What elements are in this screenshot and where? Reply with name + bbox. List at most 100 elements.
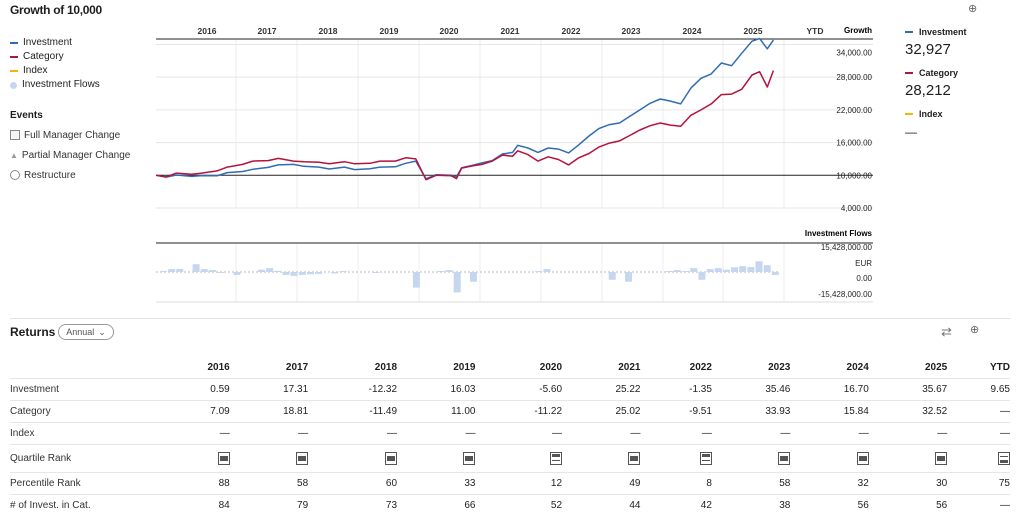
year-label: 2016 [198,26,217,36]
event-label: Partial Manager Change [21,149,131,161]
table-cell: 60 [308,472,398,495]
table-cell: 84 [160,494,230,516]
column-header[interactable]: 2016 [207,361,230,373]
table-cell: -12.32 [308,378,398,401]
y-tick-label: 10,000.00 [836,171,872,180]
table-row: Investment 0.59 17.31 -12.32 16.03 -5.60 25.22… [10,378,1010,401]
event-full-manager-change[interactable]: Full Manager Change [10,125,130,145]
table-row: Percentile Rank 88 58 60 33 12 49 8 58 32 30 75 [10,472,1010,495]
year-label: 2020 [440,26,459,36]
label-text: Index [919,109,943,119]
table-cell: 52 [475,494,563,516]
quartile-cell [475,444,563,473]
column-header[interactable]: YTD [990,361,1010,373]
table-cell: -5.60 [475,378,563,401]
column-header[interactable]: 2020 [539,361,563,373]
table-cell: -9.51 [640,400,712,423]
table-cell: -1.35 [640,378,712,401]
expand-icon[interactable]: ⊕ [970,324,980,336]
expand-icon[interactable]: ⊕ [968,3,978,15]
table-cell: 15.84 [790,400,869,423]
value-panel: Investment 32,927 Category 28,212 Index … [905,27,1015,149]
table-cell: 56 [790,494,869,516]
column-header[interactable]: 2019 [453,361,476,373]
year-label: 2018 [319,26,338,36]
legend-item-investment-flows[interactable]: Investment Flows [10,78,100,92]
flow-bar [339,271,347,272]
y-tick-label: 22,000.00 [836,106,872,115]
row-label: Quartile Rank [10,444,160,473]
table-cell: 7.09 [160,400,230,423]
swap-icon[interactable]: ⇄ [941,324,952,339]
year-label: 2022 [562,26,581,36]
category-line-icon [905,72,913,74]
flow-bar [453,272,461,293]
row-label: Percentile Rank [10,472,160,495]
quartile-cell [640,444,712,473]
table-cell: — [640,422,712,445]
event-restructure[interactable]: Restructure [10,165,130,185]
quartile-cell [562,444,641,473]
flow-bar [298,272,306,275]
flow-bar [176,268,184,272]
column-header[interactable]: 2024 [846,361,869,373]
table-row: Index — — — — — — — — — — — [10,422,1010,445]
quartile-rank-icon [296,452,309,465]
table-cell: 58 [711,472,791,495]
quartile-rank-icon [699,452,712,465]
period-label: Annual [66,327,95,337]
legend-label: Category [23,51,64,62]
divider [10,318,1010,319]
table-cell: — [868,422,948,445]
flow-bar [192,264,200,272]
y-tick-label: 16,000.00 [836,139,872,148]
flows-y-tick-label: EUR [855,259,872,268]
flows-dot-icon [10,81,17,89]
table-cell: — [229,422,309,445]
flow-bar [755,261,763,272]
quartile-rank-icon [998,452,1010,465]
column-header[interactable]: 2017 [285,361,309,373]
flow-bar [682,271,690,272]
category-value: 28,212 [905,82,951,99]
growth-axis-label: Growth [844,26,872,35]
series-line-category [155,70,775,181]
year-label: 2019 [380,26,399,36]
index-line-icon [10,70,18,72]
flow-bar [698,272,706,280]
table-cell: 66 [397,494,476,516]
chevron-down-icon: ⌄ [98,326,106,337]
legend-item-index[interactable]: Index [10,64,100,78]
flows-y-tick-label: -15,428,000.00 [818,290,872,299]
table-cell: — [562,422,641,445]
flow-bar [217,272,225,273]
table-cell: 0.59 [160,378,230,401]
flow-bar [257,269,265,272]
table-cell: 42 [640,494,712,516]
table-cell: 8 [640,472,712,495]
table-cell: 75 [947,472,1010,495]
quartile-rank-icon [856,452,869,465]
table-cell: 73 [308,494,398,516]
table-cell: — [947,400,1010,423]
legend-item-category[interactable]: Category [10,50,100,64]
period-dropdown[interactable]: Annual ⌄ [58,324,114,340]
investment-value: 32,927 [905,41,951,58]
quartile-cell [160,444,230,473]
event-partial-manager-change[interactable]: ▲ Partial Manager Change [10,145,130,165]
index-value: — [905,125,917,139]
flow-bar [608,272,616,280]
table-cell: 56 [868,494,948,516]
flow-bar [331,272,339,274]
column-header[interactable]: 2018 [374,361,398,373]
column-header[interactable]: 2023 [768,361,791,373]
row-label: Investment [10,378,160,401]
column-header[interactable]: 2021 [618,361,641,373]
legend-item-investment[interactable]: Investment [10,36,100,50]
year-label: 2025 [744,26,763,36]
growth-chart: 2016 2017 2018 2019 2020 2021 2022 2023 2024 2025… [155,26,873,303]
column-header[interactable]: 2022 [689,361,712,373]
column-header[interactable]: 2025 [924,361,948,373]
table-cell: — [160,422,230,445]
table-cell: — [947,494,1010,516]
